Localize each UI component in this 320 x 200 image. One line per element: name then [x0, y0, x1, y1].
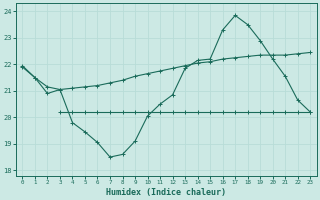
X-axis label: Humidex (Indice chaleur): Humidex (Indice chaleur)	[106, 188, 226, 197]
